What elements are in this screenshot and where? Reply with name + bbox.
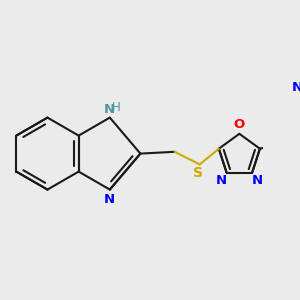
Text: O: O xyxy=(234,118,245,131)
Text: N: N xyxy=(292,81,300,94)
Text: N: N xyxy=(104,103,116,116)
Text: H: H xyxy=(112,101,121,114)
Text: N: N xyxy=(252,174,263,187)
Text: N: N xyxy=(104,193,116,206)
Text: S: S xyxy=(193,167,203,180)
Text: N: N xyxy=(216,174,227,187)
